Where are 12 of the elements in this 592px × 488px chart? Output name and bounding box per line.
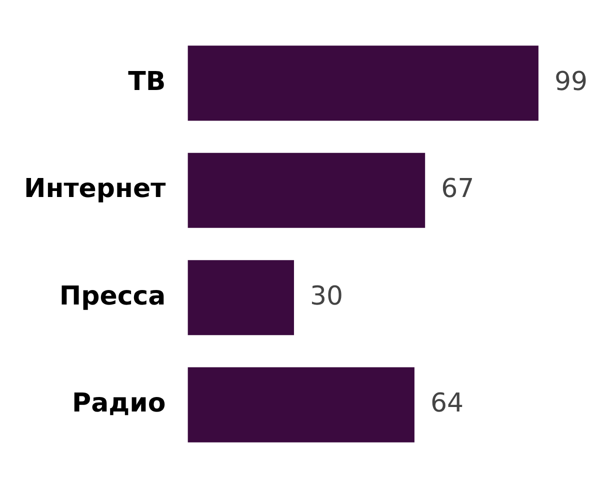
data-label: 64	[430, 388, 464, 419]
bar	[188, 367, 414, 442]
data-label: 99	[554, 66, 588, 97]
y-tick-label: Пресса	[59, 281, 166, 312]
y-tick-label: Интернет	[24, 174, 166, 204]
bar	[188, 260, 294, 336]
bar	[188, 46, 538, 121]
data-label: 67	[441, 174, 474, 204]
bar	[188, 152, 426, 228]
y-tick-label: Радио	[72, 388, 166, 419]
data-label: 30	[310, 281, 344, 312]
y-tick-label: ТВ	[128, 66, 166, 97]
